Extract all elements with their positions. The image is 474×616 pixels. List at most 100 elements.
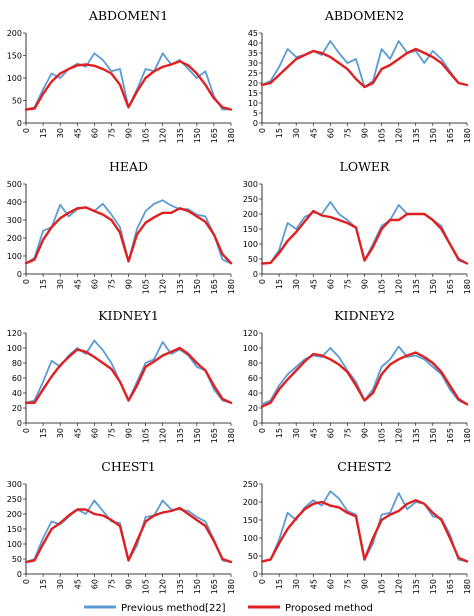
x-tick-label: 180	[227, 579, 236, 594]
y-tick-label: 120	[7, 329, 22, 338]
x-tick-label: 120	[159, 128, 168, 143]
x-tick-label: 0	[258, 579, 267, 584]
y-tick-label: 5	[253, 109, 258, 118]
x-tick-label: 60	[326, 428, 335, 438]
y-tick-label: 20	[248, 79, 258, 88]
y-tick-label: 300	[7, 480, 22, 489]
y-tick-label: 25	[248, 69, 258, 78]
x-tick-label: 150	[193, 279, 202, 294]
y-tick-label: 35	[248, 49, 258, 58]
series-line-proposed	[260, 351, 469, 408]
x-tick-label: 180	[463, 279, 472, 294]
x-tick-label: 105	[378, 128, 387, 143]
x-tick-label: 45	[73, 579, 82, 589]
y-tick-label: 40	[248, 389, 258, 398]
legend-label-proposed: Proposed method	[285, 603, 373, 614]
x-tick-label: 60	[90, 128, 99, 138]
chart-title: LOWER	[340, 159, 391, 174]
x-tick-label: 90	[125, 428, 134, 438]
y-tick-label: 250	[243, 480, 258, 489]
x-tick-label: 75	[107, 279, 116, 289]
chart-panel-chest2: CHEST2 0 50 100 150 200 250 0 15 30 45 60 75 90 105 120…	[243, 459, 472, 594]
y-tick-label: 120	[243, 329, 258, 338]
y-tick-label: 200	[7, 29, 22, 38]
y-tick-label: 150	[7, 52, 22, 61]
y-tick-label: 50	[12, 97, 22, 106]
x-tick-label: 60	[326, 279, 335, 289]
x-tick-label: 180	[227, 279, 236, 294]
series-line-proposed	[24, 206, 233, 265]
x-tick-label: 15	[39, 579, 48, 589]
y-tick-label: 45	[248, 29, 258, 38]
x-tick-label: 135	[176, 279, 185, 294]
y-tick-label: 0	[253, 119, 258, 128]
x-tick-label: 150	[429, 428, 438, 443]
y-tick-label: 15	[248, 89, 258, 98]
x-tick-label: 0	[22, 428, 31, 433]
y-tick-label: 200	[7, 510, 22, 519]
x-tick-label: 75	[107, 428, 116, 438]
x-tick-label: 75	[343, 279, 352, 289]
x-tick-label: 15	[39, 428, 48, 438]
x-tick-label: 165	[446, 428, 455, 443]
y-tick-label: 100	[243, 534, 258, 543]
series-line-proposed	[24, 60, 233, 111]
x-tick-label: 45	[309, 128, 318, 138]
x-tick-label: 105	[142, 279, 151, 294]
y-tick-label: 50	[248, 255, 258, 264]
x-tick-label: 120	[159, 279, 168, 294]
y-tick-label: 60	[248, 374, 258, 383]
x-tick-label: 105	[378, 579, 387, 594]
legend-label-previous: Previous method[22]	[121, 603, 226, 614]
y-tick-label: 0	[253, 270, 258, 279]
x-tick-label: 30	[56, 128, 65, 138]
series-line-previous	[261, 40, 468, 88]
y-tick-label: 150	[243, 516, 258, 525]
x-tick-label: 75	[343, 128, 352, 138]
y-tick-label: 10	[248, 99, 258, 108]
chart-panel-head: HEAD 0 100 200 300 400 500 0 15 30 45 60 75 90 105 120 1…	[7, 159, 236, 294]
y-tick-label: 300	[243, 180, 258, 189]
chart-panel-lower: LOWER 0 50 100 150 200 250 300 0 15 30 45 60 75 90 105 1…	[243, 159, 472, 294]
x-tick-label: 15	[39, 279, 48, 289]
x-tick-label: 135	[176, 128, 185, 143]
x-tick-label: 105	[142, 128, 151, 143]
y-tick-label: 80	[12, 359, 22, 368]
x-tick-label: 30	[292, 579, 301, 589]
y-tick-label: 30	[248, 59, 258, 68]
x-tick-label: 90	[361, 128, 370, 138]
chart-panel-abdomen1: ABDOMEN1 0 50 100 150 200 0 15 30 45 60 75 90 105 120 1…	[7, 8, 236, 143]
x-tick-label: 0	[258, 128, 267, 133]
x-tick-label: 150	[429, 128, 438, 143]
x-tick-label: 75	[343, 428, 352, 438]
x-tick-label: 180	[227, 428, 236, 443]
x-tick-label: 165	[446, 579, 455, 594]
x-tick-label: 165	[210, 579, 219, 594]
x-tick-label: 0	[258, 428, 267, 433]
series-line-previous	[25, 499, 232, 563]
x-tick-label: 165	[446, 279, 455, 294]
x-tick-label: 60	[326, 128, 335, 138]
chart-title: HEAD	[109, 159, 148, 174]
x-tick-label: 135	[412, 579, 421, 594]
y-tick-label: 100	[243, 240, 258, 249]
y-tick-label: 500	[7, 180, 22, 189]
y-tick-label: 0	[17, 419, 22, 428]
legend: Previous method[22] Proposed method	[84, 603, 373, 614]
x-tick-label: 30	[292, 128, 301, 138]
series-line-proposed	[260, 499, 469, 563]
chart-panel-kidney1: KIDNEY1 0 20 40 60 80 100 120 0 15 30 45 60 75 90 105 12…	[7, 308, 236, 443]
y-tick-label: 250	[7, 495, 22, 504]
y-tick-label: 150	[7, 525, 22, 534]
y-tick-label: 300	[7, 216, 22, 225]
x-tick-label: 30	[292, 279, 301, 289]
x-tick-label: 180	[227, 128, 236, 143]
y-tick-label: 40	[12, 389, 22, 398]
x-tick-label: 15	[275, 128, 284, 138]
x-tick-label: 180	[463, 428, 472, 443]
x-tick-label: 105	[142, 428, 151, 443]
x-tick-label: 90	[125, 579, 134, 589]
x-tick-label: 165	[446, 128, 455, 143]
y-tick-label: 0	[253, 419, 258, 428]
